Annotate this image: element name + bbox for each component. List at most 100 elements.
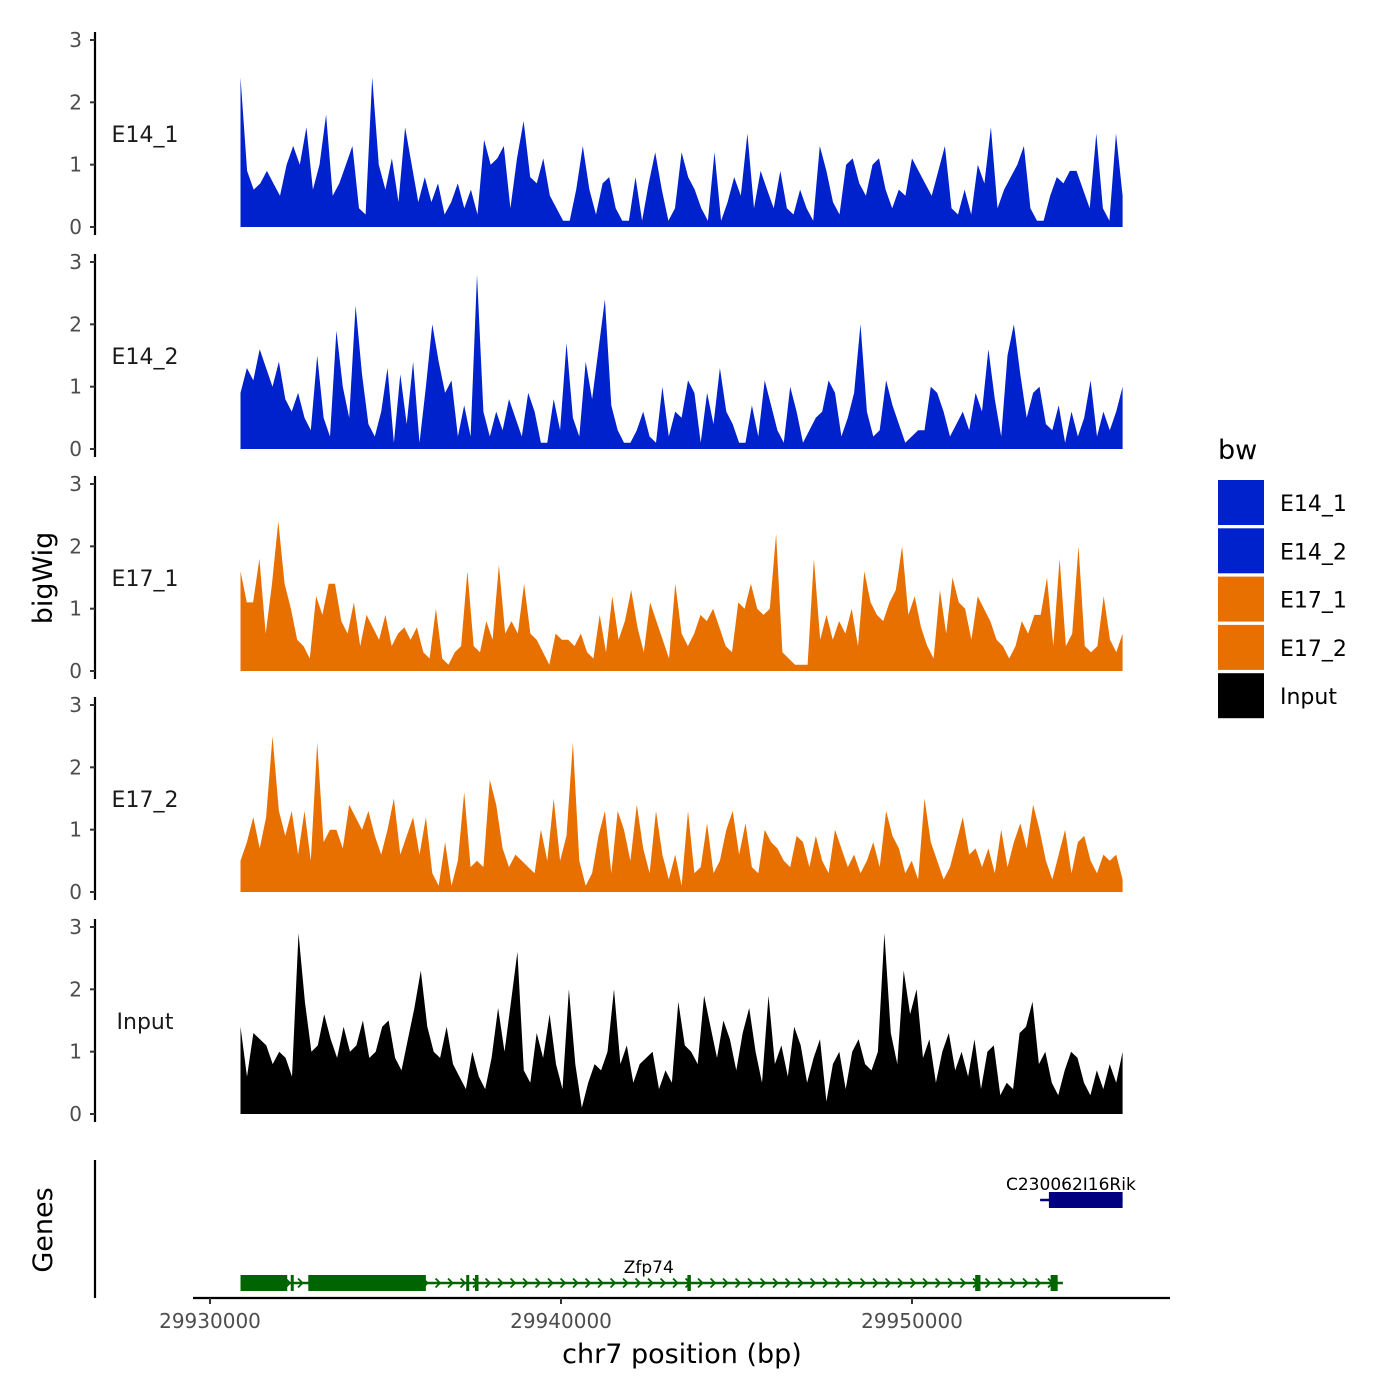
y-tick-label: 2 [69, 534, 82, 558]
y-tick-label: 1 [69, 153, 82, 177]
y-tick-label: 0 [69, 437, 82, 461]
track-label: E17_1 [112, 567, 179, 592]
exon [466, 1275, 470, 1291]
strand-chevron [572, 1277, 579, 1289]
strand-chevron [897, 1277, 904, 1289]
legend-title: bw [1218, 435, 1257, 466]
strand-chevron [597, 1277, 604, 1289]
track-e17-2: 0 1 2 3 E17_2 [69, 693, 1123, 904]
strand-chevron [509, 1277, 517, 1289]
strand-chevron [1022, 1277, 1029, 1289]
strand-chevron [772, 1277, 779, 1289]
strand-chevron [834, 1277, 842, 1289]
strand-chevron [884, 1277, 892, 1289]
track-input: 0 1 2 3 Input [69, 915, 1123, 1126]
strand-chevron [559, 1277, 567, 1289]
strand-chevron [672, 1277, 679, 1289]
strand-chevron [922, 1277, 929, 1289]
exon [1048, 1192, 1123, 1208]
exon [290, 1275, 294, 1291]
strand-chevron [909, 1277, 917, 1289]
gene-name-label: Zfp74 [624, 1258, 674, 1278]
y-tick-label: 3 [69, 28, 82, 52]
legend-item-e17-2: E17_2 [1218, 624, 1347, 670]
strand-chevron [534, 1277, 542, 1289]
strand-chevron [547, 1277, 554, 1289]
gene-zfp74: Zfp74 [240, 1258, 1063, 1291]
coverage-area [240, 736, 1123, 892]
track-label: E14_1 [112, 123, 179, 148]
legend-item-input: Input [1218, 673, 1337, 719]
track-e14-2: 0 1 2 3 E14_2 [69, 250, 1123, 461]
y-tick-label: 0 [69, 659, 82, 683]
exon [240, 1275, 288, 1291]
strand-chevron [709, 1277, 717, 1289]
strand-chevron [759, 1277, 767, 1289]
strand-chevron [997, 1277, 1004, 1289]
strand-chevron [797, 1277, 804, 1289]
strand-chevron [1009, 1277, 1017, 1289]
x-tick-label: 29940000 [510, 1309, 612, 1333]
legend-swatch [1218, 528, 1264, 574]
y-tick-label: 3 [69, 693, 82, 717]
legend-swatch [1218, 576, 1264, 622]
genes-axis-title: Genes [28, 1187, 59, 1272]
strand-chevron [722, 1277, 729, 1289]
legend-item-e17-1: E17_1 [1218, 576, 1347, 622]
exon [475, 1275, 479, 1291]
strand-chevron [497, 1277, 504, 1289]
strand-chevron [622, 1277, 629, 1289]
strand-chevron [634, 1277, 642, 1289]
y-tick-label: 3 [69, 472, 82, 496]
bigwig-tracks: 0 1 2 3 E14_1 0 1 2 3 E14_2 0 1 2 3 E17_1 0 1 2 3 E17_2 0 1 2 3… [69, 28, 1123, 1126]
legend-label: Input [1280, 685, 1337, 710]
y-tick-label: 0 [69, 215, 82, 239]
legend-label: E14_1 [1280, 492, 1347, 517]
strand-chevron [609, 1277, 617, 1289]
track-e17-1: 0 1 2 3 E17_1 [69, 472, 1123, 683]
y-tick-label: 0 [69, 1102, 82, 1126]
legend-item-e14-2: E14_2 [1218, 528, 1347, 574]
gene-name-label: C230062I16Rik [1006, 1175, 1136, 1195]
y-axis-title: bigWig [28, 532, 59, 625]
y-tick-label: 3 [69, 250, 82, 274]
y-tick-label: 2 [69, 90, 82, 114]
exon [1050, 1275, 1058, 1291]
legend-label: E17_1 [1280, 589, 1347, 614]
exon [975, 1275, 981, 1291]
exon [687, 1275, 691, 1291]
x-axis: 29930000 29940000 29950000 [159, 1296, 1170, 1333]
coverage-area [240, 521, 1123, 671]
strand-chevron [297, 1277, 304, 1289]
strand-chevron [697, 1277, 704, 1289]
strand-chevron [459, 1277, 467, 1289]
strand-chevron [484, 1277, 492, 1289]
y-tick-label: 1 [69, 375, 82, 399]
x-tick-label: 29950000 [861, 1309, 963, 1333]
track-label: E17_2 [112, 788, 179, 813]
track-label: E14_2 [112, 345, 179, 370]
coverage-area [240, 274, 1123, 449]
exon [308, 1275, 426, 1291]
strand-chevron [947, 1277, 954, 1289]
y-tick-label: 1 [69, 597, 82, 621]
strand-chevron [584, 1277, 592, 1289]
strand-chevron [847, 1277, 854, 1289]
strand-chevron [659, 1277, 667, 1289]
strand-chevron [1034, 1277, 1042, 1289]
legend-swatch [1218, 624, 1264, 670]
y-tick-label: 2 [69, 312, 82, 336]
legend-swatch [1218, 480, 1264, 525]
x-axis-title: chr7 position (bp) [562, 1339, 802, 1370]
strand-chevron [747, 1277, 754, 1289]
coverage-area [240, 933, 1123, 1114]
legend-label: E14_2 [1280, 540, 1347, 565]
strand-chevron [809, 1277, 817, 1289]
gene-track: C230062I16Rik Zfp74 [93, 1160, 1136, 1298]
gene-c230062i16rik: C230062I16Rik [1006, 1175, 1136, 1208]
y-tick-label: 1 [69, 1040, 82, 1064]
legend-label: E17_2 [1280, 637, 1347, 662]
y-tick-label: 0 [69, 880, 82, 904]
y-tick-label: 2 [69, 977, 82, 1001]
strand-chevron [934, 1277, 942, 1289]
